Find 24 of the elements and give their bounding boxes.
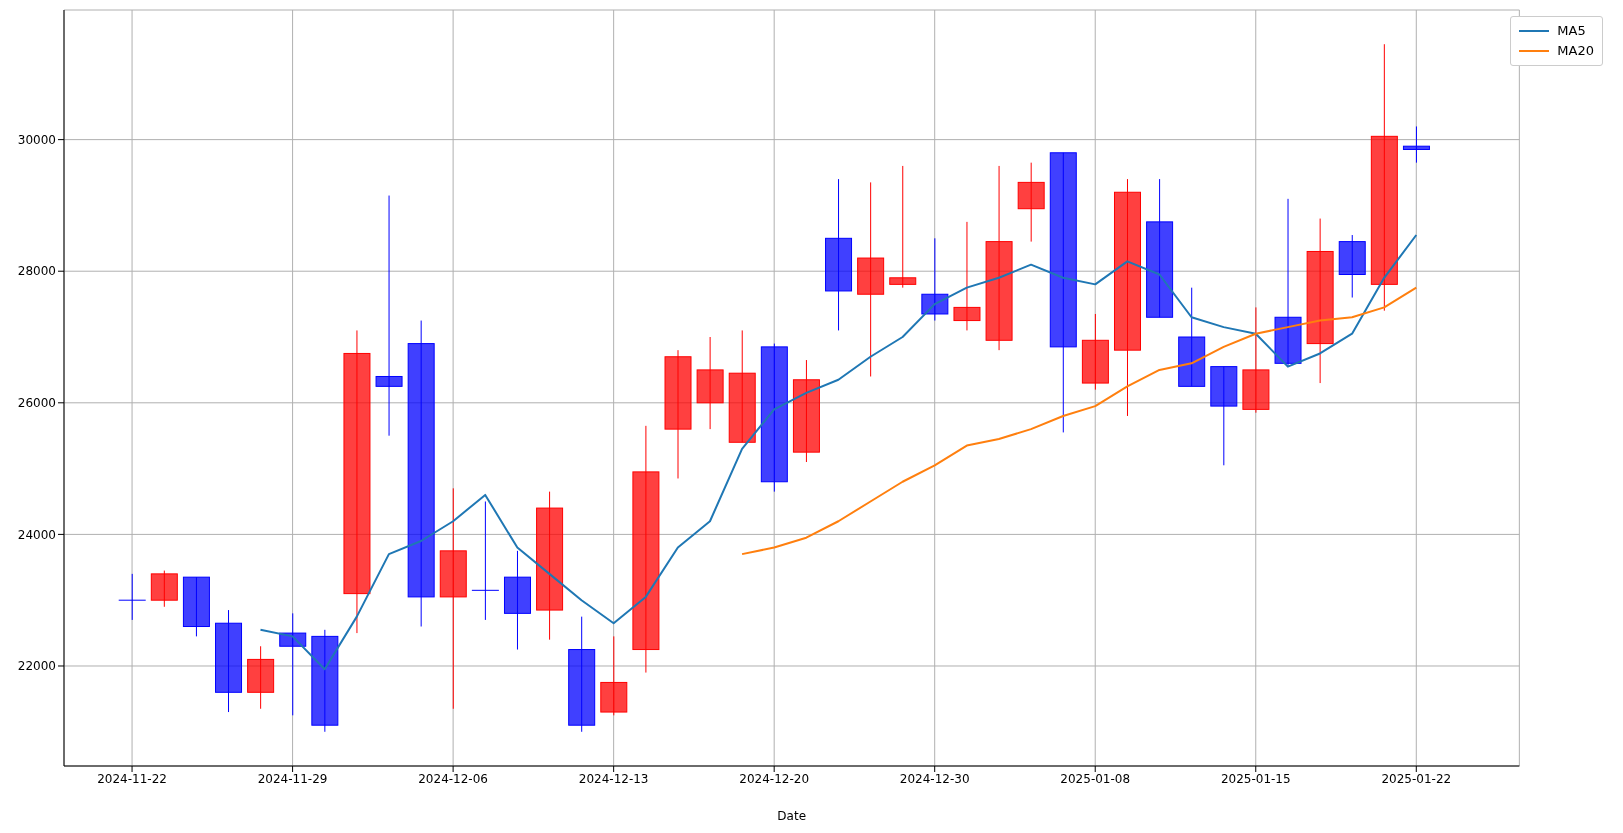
x-tick-label: 2025-01-15 <box>1220 771 1291 786</box>
y-tick-label: 26000 <box>17 396 56 411</box>
candlestick <box>118 573 146 621</box>
candlestick <box>375 195 403 437</box>
y-tick-label: 30000 <box>17 132 56 147</box>
y-tick-label: 28000 <box>17 264 56 279</box>
legend-label: MA20 <box>1557 42 1594 60</box>
x-tick-label: 2024-11-22 <box>97 771 167 786</box>
x-tick-label: 2025-01-22 <box>1381 771 1452 786</box>
x-tick-label: 2025-01-08 <box>1060 771 1131 786</box>
x-tick-label: 2024-11-29 <box>257 771 328 786</box>
x-tick-label: 2024-12-06 <box>418 771 488 786</box>
candlestick <box>889 165 917 289</box>
y-tick-label: 22000 <box>17 659 56 674</box>
y-tick-label: 24000 <box>17 527 56 542</box>
x-axis-title: Date <box>777 809 807 823</box>
x-tick-label: 2024-12-13 <box>578 771 649 786</box>
line-series <box>259 234 1418 671</box>
line-series <box>741 286 1418 556</box>
candlestick <box>471 501 499 621</box>
x-tick-label: 2024-12-20 <box>739 771 810 786</box>
candlestick <box>1402 125 1430 164</box>
legend-label: MA5 <box>1557 22 1586 40</box>
x-tick-label: 2024-12-30 <box>899 771 970 786</box>
